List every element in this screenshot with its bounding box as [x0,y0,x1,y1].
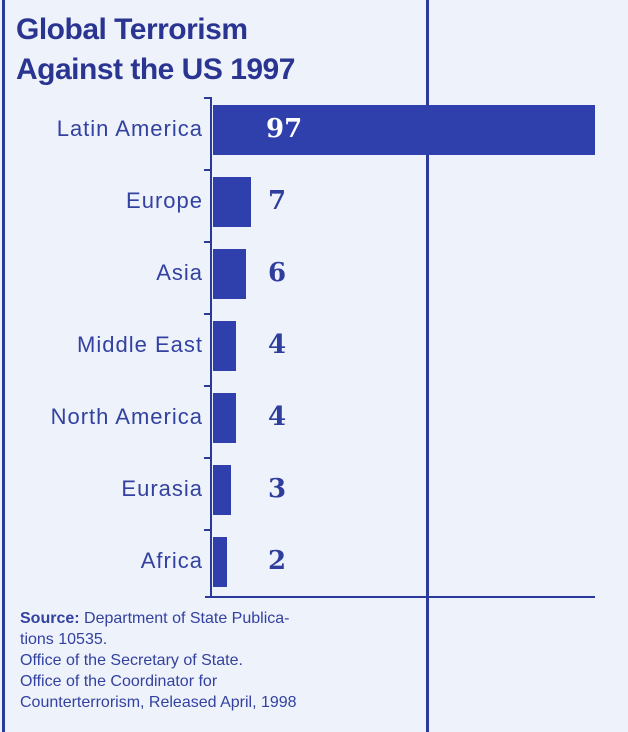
axis-tick [204,241,212,243]
source-label: Source: [20,610,80,627]
value-label: 6 [268,258,287,288]
axis-tick [204,385,212,387]
bar-europe [213,177,251,227]
value-label: 97 [266,114,303,144]
category-label: Europe [126,188,203,213]
value-label: 2 [268,546,287,576]
value-label: 4 [268,330,287,360]
value-label: 3 [268,474,287,504]
bar-africa [213,537,227,587]
source-line: Office of the Secretary of State. [20,652,243,669]
source-line: tions 10535. [20,631,108,648]
right-divider [426,0,429,732]
category-label: North America [50,404,203,429]
source-note: Source: Department of State Publica- tio… [20,608,297,713]
source-line: Counterterrorism, Released April, 1998 [20,694,297,711]
category-label: Latin America [56,116,203,141]
axis-tick [204,313,212,315]
category-label: Africa [140,548,203,573]
source-line: Office of the Coordinator for [20,673,218,690]
title-line-2: Against the US 1997 [16,53,295,86]
bar-asia [213,249,246,299]
axis-tick [204,529,212,531]
bar-north-america [213,393,237,443]
left-border [2,0,5,732]
category-label: Asia [156,260,203,285]
title-line-1: Global Terrorism [16,13,248,46]
axis-tick [204,97,212,99]
source-line: Department of State Publica- [84,610,290,627]
chart-title: Global Terrorism Against the US 1997 [16,10,295,90]
bar-latin-america [213,105,595,155]
axis-tick [204,457,212,459]
y-axis [210,98,212,598]
value-label: 7 [268,186,287,216]
category-label: Middle East [77,332,203,357]
category-label: Eurasia [121,476,203,501]
bar-eurasia [213,465,232,515]
axis-tick [204,169,212,171]
value-label: 4 [268,402,287,432]
x-axis [205,596,595,598]
bar-middle-east [213,321,237,371]
